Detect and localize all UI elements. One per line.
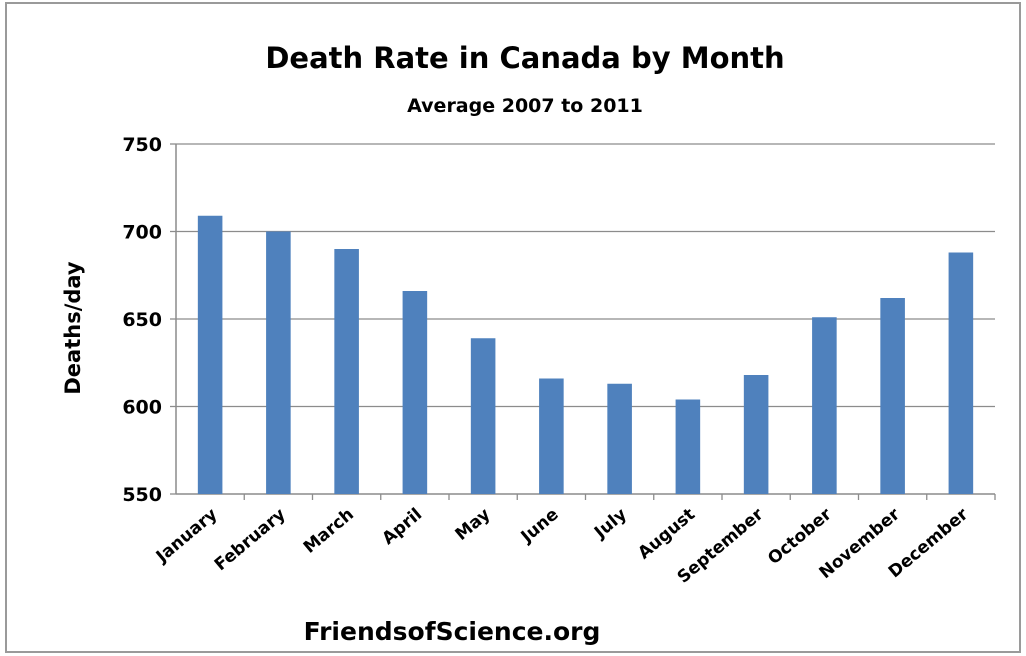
x-tick-label: January [152,505,222,568]
y-tick-label: 650 [122,309,162,331]
bar-november [880,298,905,494]
gridlines [176,143,995,408]
x-tick-label: February [211,505,290,576]
x-tick-label: July [590,505,631,544]
y-tick-labels: 550 600 650 700 750 [122,134,162,506]
y-tick-label: 750 [122,134,162,156]
y-tick-label: 700 [122,222,162,244]
bar-september [743,375,769,494]
bar-february [266,231,291,494]
source-annotation: FriendsofScience.org [304,617,601,646]
x-tick-label: June [517,505,563,548]
bar-june [539,378,564,494]
bar-april [402,291,428,494]
bar-may [470,338,496,494]
y-tick-label: 600 [122,397,162,419]
bar-august [675,399,701,494]
bar-july [607,383,632,494]
y-axis-label: Deaths/day [61,261,85,395]
x-tick-label: April [378,505,426,549]
bar-january [197,215,223,494]
y-tick-label: 550 [122,484,162,506]
bar-chart: Death Rate in Canada by Month Average 20… [61,41,996,646]
bar-october [812,317,837,494]
x-tick-label: March [300,505,358,558]
bar-december [948,252,974,494]
bar-march [334,249,359,494]
axes [170,143,996,500]
chart-subtitle: Average 2007 to 2011 [407,95,643,117]
x-tick-label: May [452,505,495,545]
bars [197,215,974,494]
chart-title: Death Rate in Canada by Month [265,41,784,75]
chart-frame: Death Rate in Canada by Month Average 20… [5,2,1021,653]
x-tick-label: August [634,505,699,564]
